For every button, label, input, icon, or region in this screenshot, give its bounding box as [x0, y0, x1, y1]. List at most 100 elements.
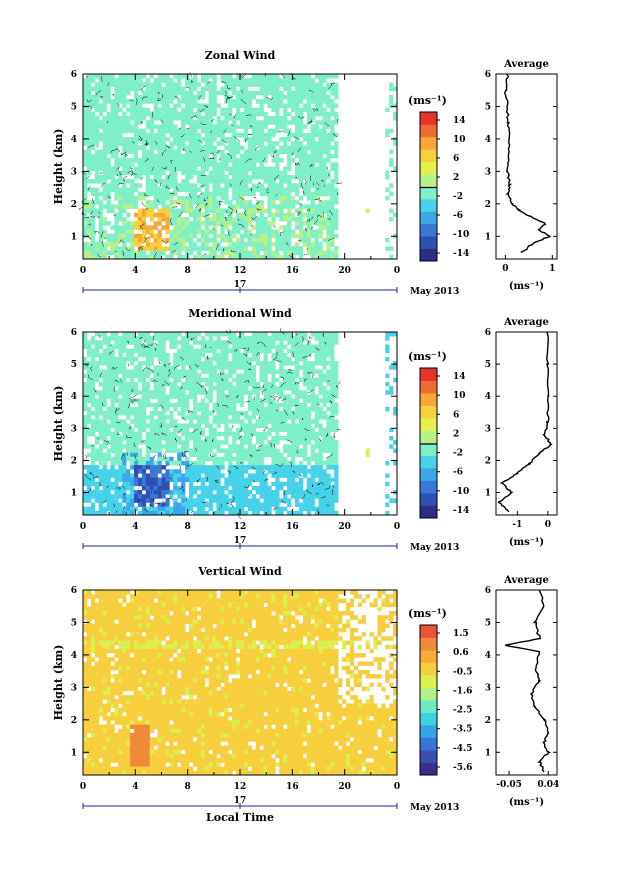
y-tick-label: 1: [71, 232, 77, 242]
x-axis-label: Local Time: [206, 811, 274, 824]
x-tick-label: 0: [80, 522, 86, 532]
profile-x-label: (ms⁻¹): [509, 281, 544, 292]
profile-line: [497, 331, 553, 513]
colorbar-swatch: [420, 393, 437, 406]
panel-title: Vertical Wind: [197, 565, 282, 578]
profile-frame: [495, 331, 558, 516]
profile-frame: [495, 73, 558, 260]
colorbar-swatch: [420, 650, 437, 663]
x-tick-label: 4: [132, 782, 138, 792]
colorbar-tick-label: 2: [453, 429, 459, 439]
x-tick-label: 12: [234, 522, 247, 532]
x-tick-label: 8: [185, 782, 191, 792]
colorbar-tick-label: -6: [453, 211, 463, 221]
colorbar-unit: (ms⁻¹): [408, 94, 447, 107]
x-tick-label: 0: [394, 522, 400, 532]
colorbar-frame: [419, 111, 438, 262]
colorbar-tick-label: 0.6: [453, 648, 469, 658]
profile-y-tick-label: 2: [485, 200, 491, 210]
colorbar-tick-label: -10: [453, 230, 469, 240]
y-tick-label: 3: [71, 683, 77, 693]
profile-y-tick-label: 4: [485, 135, 491, 145]
profile-title: Average: [503, 575, 549, 586]
x-tick-label: 8: [185, 266, 191, 276]
y-tick-label: 2: [71, 456, 77, 466]
profile-y-tick-label: 3: [485, 424, 491, 434]
profile-y-tick-label: 5: [485, 360, 491, 370]
y-tick-label: 4: [71, 651, 77, 661]
colorbar-tick-label: -10: [453, 487, 469, 497]
profile-line: [503, 73, 551, 254]
x-tick-label: 4: [132, 266, 138, 276]
colorbar-swatch: [420, 712, 437, 726]
heatmap-cells: [83, 74, 398, 260]
x-tick-label: 0: [80, 782, 86, 792]
colorbar-unit: (ms⁻¹): [408, 350, 447, 363]
day-label: 17: [234, 796, 247, 806]
x-tick-label: 16: [286, 782, 299, 792]
y-axis-label: Height (km): [52, 129, 65, 205]
colorbar-swatch: [420, 725, 437, 738]
colorbar-swatch: [420, 149, 437, 163]
colorbar-swatch: [420, 637, 437, 651]
x-tick-label: 12: [234, 782, 247, 792]
colorbar-swatch: [420, 443, 437, 456]
x-tick-label: 8: [185, 522, 191, 532]
colorbar-swatch: [420, 186, 437, 200]
profile-y-tick-label: 5: [485, 102, 491, 112]
day-label: 17: [234, 536, 247, 546]
profile-line: [505, 589, 552, 773]
colorbar-swatch: [420, 455, 437, 469]
colorbar-swatch: [420, 198, 437, 212]
x-tick-label: 12: [234, 266, 247, 276]
profile-x-tick-label: -1: [512, 520, 522, 530]
colorbar-swatch: [420, 505, 437, 519]
colorbar-swatch: [420, 625, 437, 638]
x-tick-label: 16: [286, 522, 299, 532]
date-label: May 2013: [410, 287, 459, 297]
profile-y-tick-label: 6: [485, 70, 491, 80]
x-tick-label: 0: [394, 782, 400, 792]
colorbar-tick-label: 1.5: [453, 629, 469, 639]
colorbar-tick-label: 2: [453, 173, 459, 183]
y-tick-label: 1: [71, 748, 77, 758]
y-tick-label: 1: [71, 489, 77, 499]
contour-lines: [78, 72, 343, 259]
profile-y-tick-label: 3: [485, 167, 491, 177]
colorbar-tick-label: 10: [453, 391, 466, 401]
colorbar-tick-label: -5.6: [453, 763, 472, 773]
colorbar-tick-label: -1.6: [453, 686, 472, 696]
profile-x-label: (ms⁻¹): [509, 797, 544, 808]
colorbar-swatch: [420, 405, 437, 419]
colorbar-swatch: [420, 493, 437, 506]
profile-x-tick-label: 0: [545, 520, 551, 530]
profile-x-tick-label: 0.04: [537, 780, 559, 790]
colorbar-swatch: [420, 124, 437, 138]
x-tick-label: 20: [338, 266, 351, 276]
colorbar-swatch: [420, 737, 437, 751]
colorbar-swatch: [420, 468, 437, 481]
colorbar-swatch: [420, 112, 437, 125]
profile-y-tick-label: 6: [485, 328, 491, 338]
colorbar-swatch: [420, 750, 437, 763]
profile-y-tick-label: 1: [485, 489, 491, 499]
x-tick-label: 20: [338, 522, 351, 532]
profile-x-tick-label: 1: [549, 264, 555, 274]
x-tick-label: 20: [338, 782, 351, 792]
colorbar-swatch: [420, 662, 437, 676]
colorbar-swatch: [420, 236, 437, 249]
colorbar-tick-label: -0.5: [453, 667, 472, 677]
colorbar-swatch: [420, 136, 437, 150]
colorbar-swatch: [420, 675, 437, 688]
y-tick-label: 3: [71, 167, 77, 177]
y-tick-label: 5: [71, 618, 77, 628]
colorbar-swatch: [420, 700, 437, 713]
colorbar-swatch: [420, 418, 437, 431]
colorbar-unit: (ms⁻¹): [408, 607, 447, 620]
colorbar-tick-label: -14: [453, 249, 469, 259]
colorbar-tick-label: -2.5: [453, 706, 472, 716]
y-tick-label: 6: [71, 328, 77, 338]
